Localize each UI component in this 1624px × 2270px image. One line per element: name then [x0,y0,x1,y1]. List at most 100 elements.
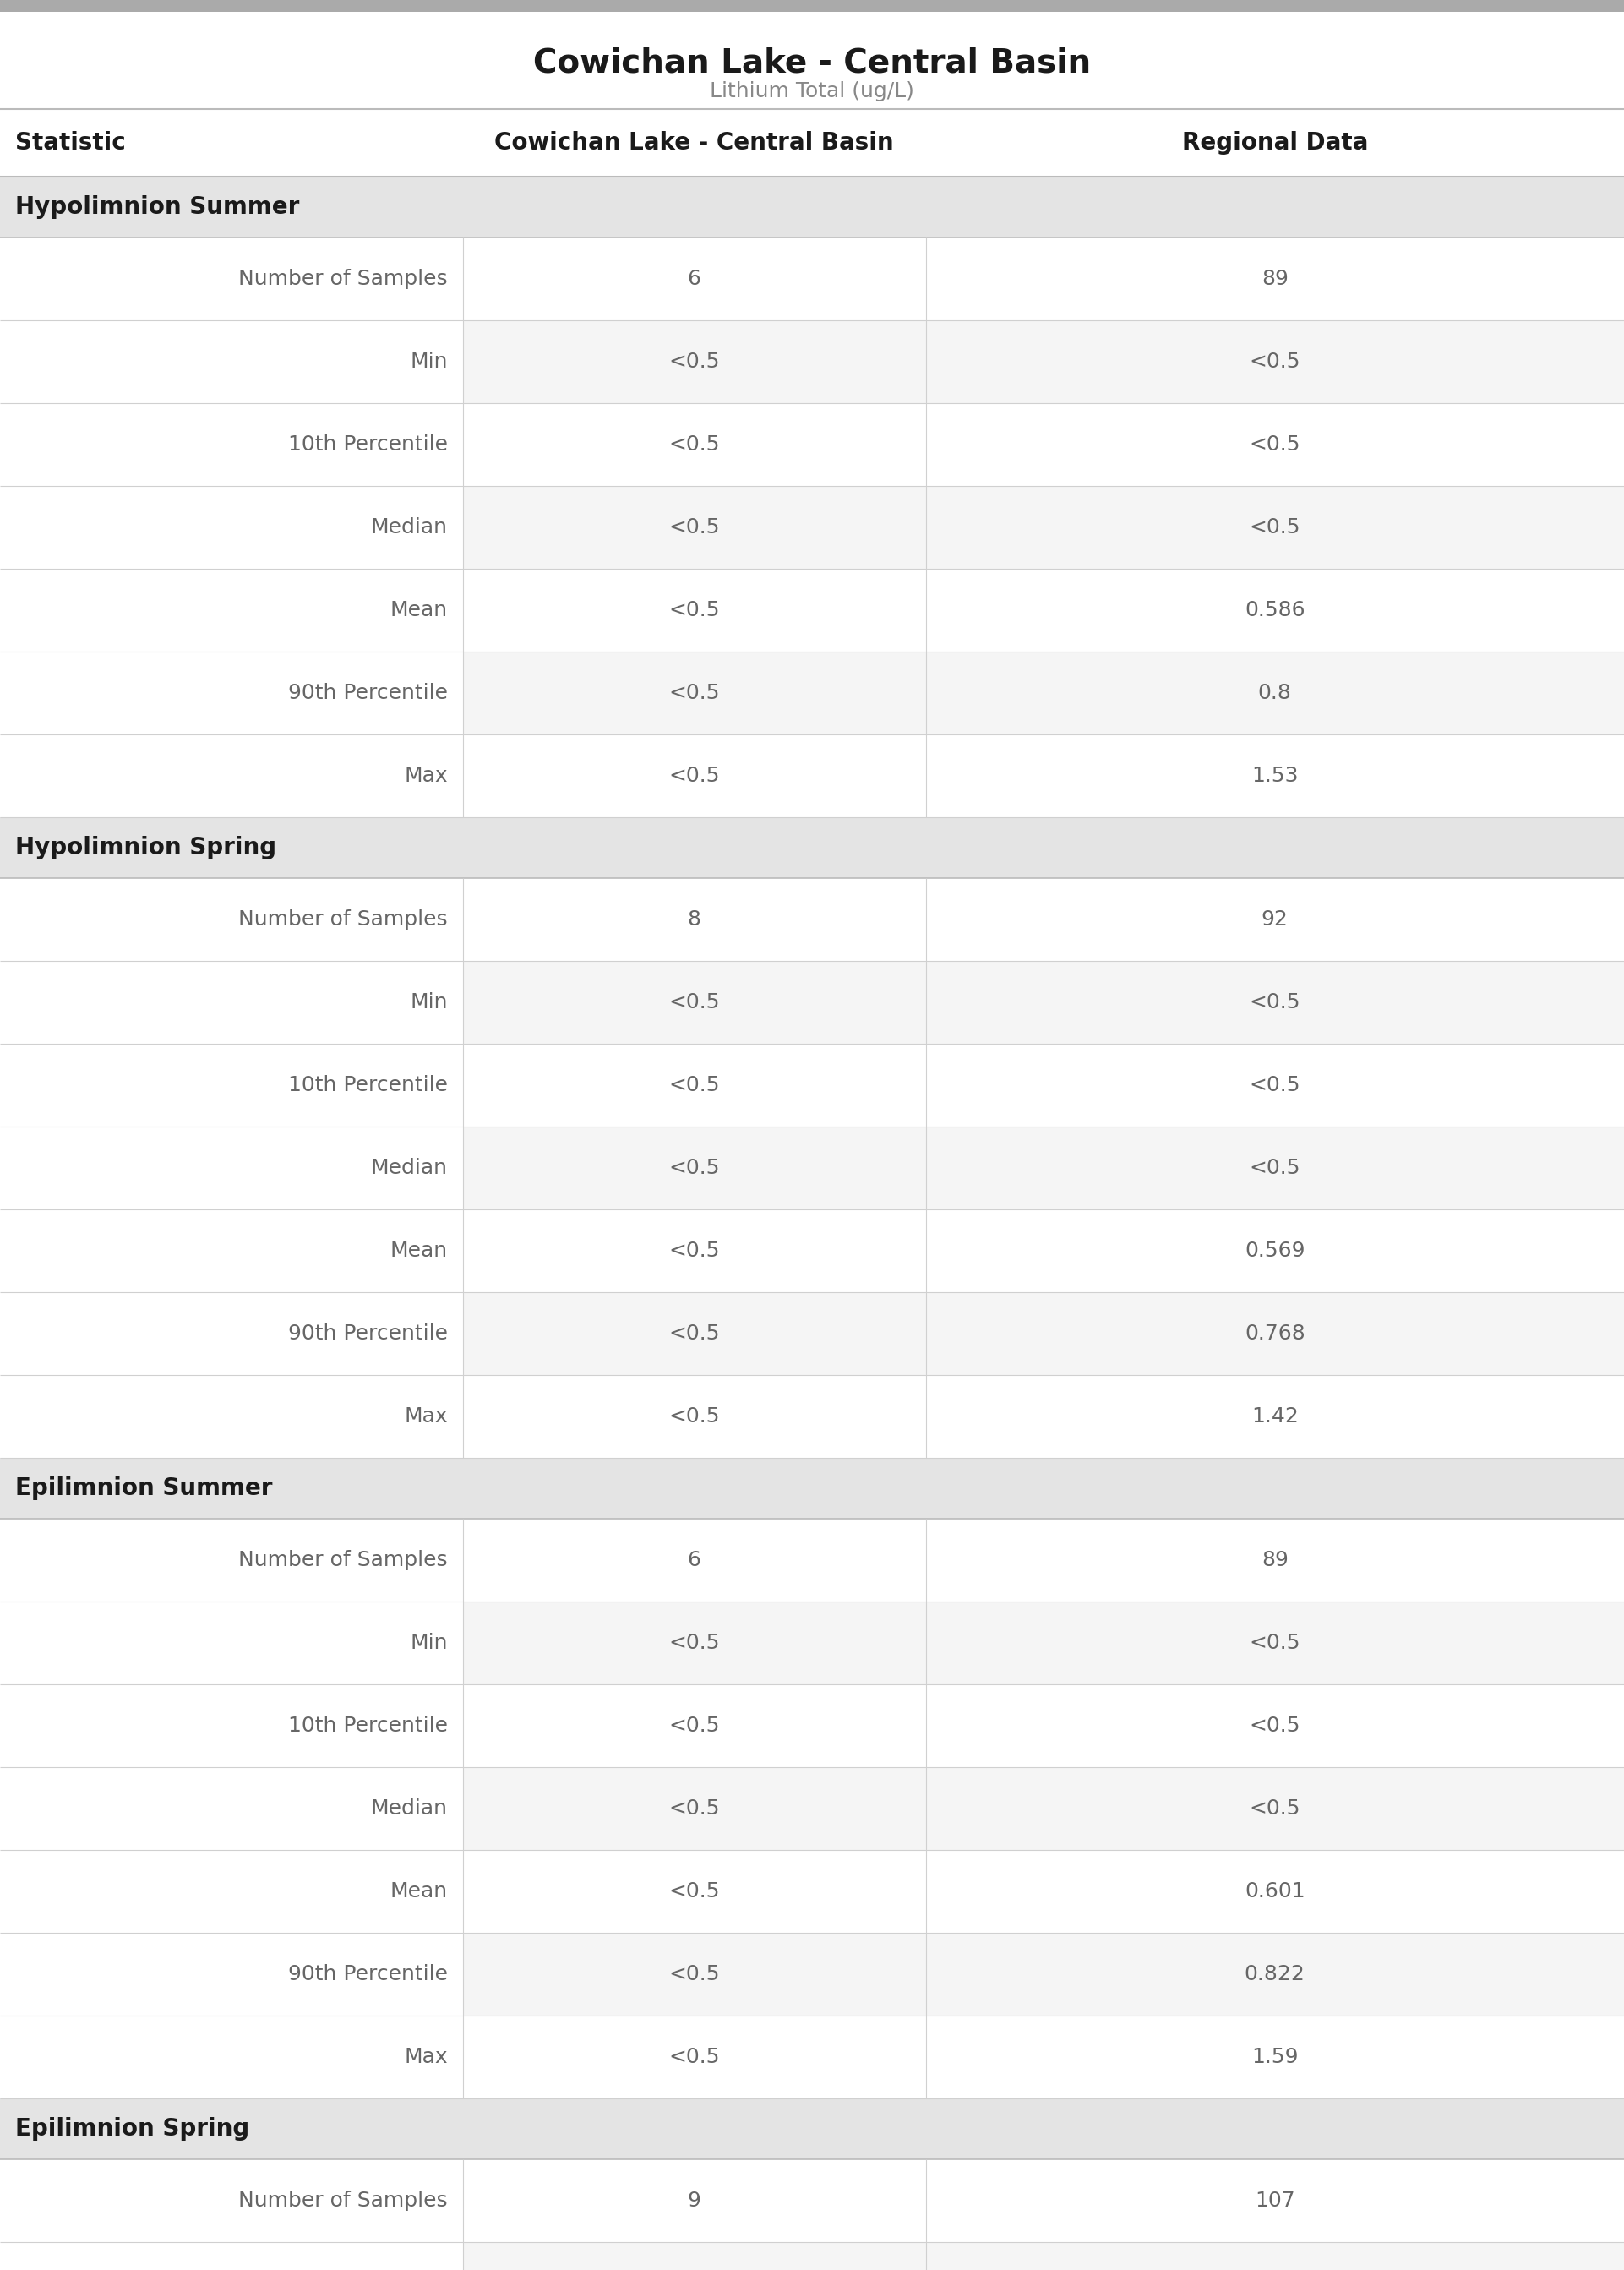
Text: <0.5: <0.5 [669,1632,719,1653]
Text: Hypolimnion Spring: Hypolimnion Spring [15,835,276,860]
Text: 90th Percentile: 90th Percentile [287,683,448,704]
Bar [0,2097,1624,2159]
Text: <0.5: <0.5 [669,352,719,372]
Text: <0.5: <0.5 [1249,1076,1301,1096]
Bar [0,1850,1624,1932]
Text: 0.822: 0.822 [1244,1964,1306,1984]
Text: 107: 107 [1255,2191,1294,2211]
Text: 0.601: 0.601 [1244,1882,1306,1902]
Text: <0.5: <0.5 [669,992,719,1012]
Bar [0,109,1624,177]
Text: 90th Percentile: 90th Percentile [287,1323,448,1344]
Text: <0.5: <0.5 [669,1882,719,1902]
Text: <0.5: <0.5 [669,599,719,620]
Text: 9: 9 [687,2191,702,2211]
Text: Median: Median [370,1158,448,1178]
Bar [0,177,1624,238]
Bar [0,2159,1624,2243]
Text: Hypolimnion Summer: Hypolimnion Summer [15,195,299,218]
Bar [0,1044,1624,1126]
Bar [0,570,1624,651]
Text: <0.5: <0.5 [669,1798,719,1818]
Bar [463,1603,1624,1684]
Text: 0.768: 0.768 [1244,1323,1306,1344]
Text: 6: 6 [687,268,702,288]
Text: Min: Min [409,352,448,372]
Text: <0.5: <0.5 [1249,434,1301,454]
Text: Statistic: Statistic [15,132,125,154]
Text: 10th Percentile: 10th Percentile [287,434,448,454]
Text: <0.5: <0.5 [669,1323,719,1344]
Text: <0.5: <0.5 [1249,518,1301,538]
Text: Number of Samples: Number of Samples [239,268,448,288]
Text: Epilimnion Spring: Epilimnion Spring [15,2118,250,2141]
Bar [0,878,1624,960]
Text: <0.5: <0.5 [669,1716,719,1737]
Text: <0.5: <0.5 [669,518,719,538]
Text: <0.5: <0.5 [1249,1158,1301,1178]
Text: <0.5: <0.5 [1249,1632,1301,1653]
Bar [463,1292,1624,1376]
Bar [463,960,1624,1044]
Text: 92: 92 [1262,910,1288,931]
Text: Regional Data: Regional Data [1182,132,1367,154]
Bar [0,735,1624,817]
Text: <0.5: <0.5 [1249,1798,1301,1818]
Text: Cowichan Lake - Central Basin: Cowichan Lake - Central Basin [533,48,1091,79]
Bar [463,1766,1624,1850]
Bar [0,238,1624,320]
Bar [463,1126,1624,1210]
Bar [0,817,1624,878]
Text: Cowichan Lake - Central Basin: Cowichan Lake - Central Basin [495,132,893,154]
Bar [463,651,1624,735]
Text: Number of Samples: Number of Samples [239,910,448,931]
Text: Mean: Mean [390,599,448,620]
Text: <0.5: <0.5 [669,765,719,785]
Bar [0,0,1624,11]
Text: <0.5: <0.5 [669,1076,719,1096]
Text: Mean: Mean [390,1882,448,1902]
Bar [0,1376,1624,1457]
Text: 8: 8 [687,910,702,931]
Bar [0,1210,1624,1292]
Text: <0.5: <0.5 [1249,1716,1301,1737]
Bar [0,404,1624,486]
Bar [463,1932,1624,2016]
Text: 89: 89 [1262,268,1288,288]
Text: <0.5: <0.5 [669,1158,719,1178]
Text: 1.42: 1.42 [1250,1407,1299,1426]
Text: <0.5: <0.5 [669,1407,719,1426]
Bar [0,1457,1624,1519]
Text: Number of Samples: Number of Samples [239,2191,448,2211]
Text: 0.569: 0.569 [1244,1242,1306,1260]
Bar [463,320,1624,404]
Text: Min: Min [409,992,448,1012]
Text: <0.5: <0.5 [1249,352,1301,372]
Text: 89: 89 [1262,1550,1288,1571]
Text: 1.53: 1.53 [1252,765,1298,785]
Text: Number of Samples: Number of Samples [239,1550,448,1571]
Bar [463,2243,1624,2270]
Bar [463,486,1624,570]
Text: Median: Median [370,1798,448,1818]
Text: 0.8: 0.8 [1259,683,1291,704]
Bar [0,1684,1624,1766]
Text: <0.5: <0.5 [669,2048,719,2068]
Text: <0.5: <0.5 [669,1964,719,1984]
Text: Median: Median [370,518,448,538]
Text: <0.5: <0.5 [669,434,719,454]
Text: Lithium Total (ug/L): Lithium Total (ug/L) [710,82,914,102]
Bar [0,2016,1624,2097]
Bar [0,11,1624,109]
Text: <0.5: <0.5 [669,683,719,704]
Text: 6: 6 [687,1550,702,1571]
Text: Max: Max [404,2048,448,2068]
Text: <0.5: <0.5 [669,1242,719,1260]
Text: Max: Max [404,1407,448,1426]
Text: Min: Min [409,1632,448,1653]
Text: 10th Percentile: 10th Percentile [287,1716,448,1737]
Text: 90th Percentile: 90th Percentile [287,1964,448,1984]
Text: <0.5: <0.5 [1249,992,1301,1012]
Text: 10th Percentile: 10th Percentile [287,1076,448,1096]
Text: 0.586: 0.586 [1244,599,1306,620]
